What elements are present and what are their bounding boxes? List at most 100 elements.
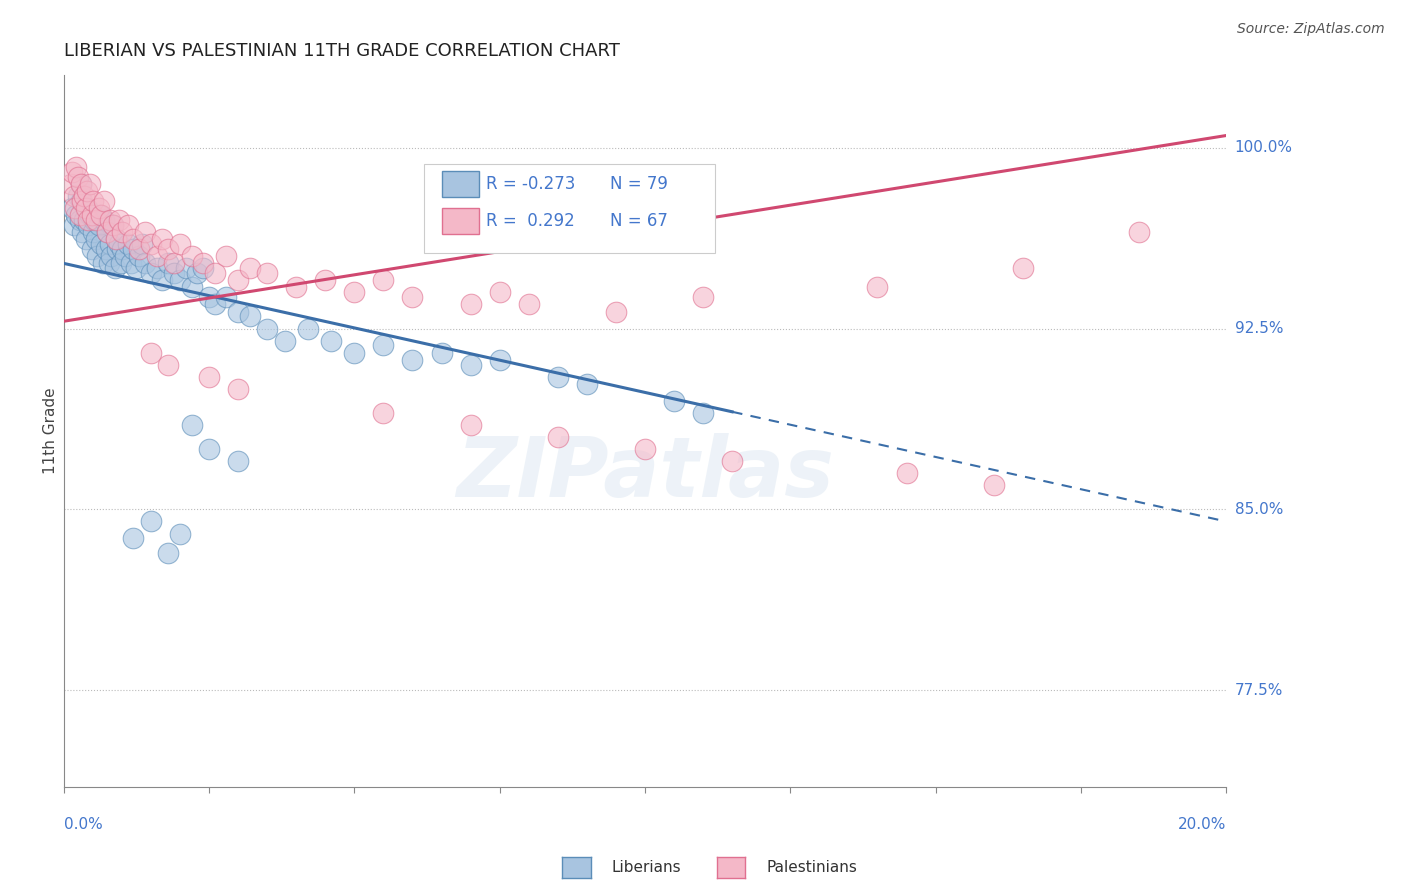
Point	[634, 442, 657, 456]
Point	[69, 213, 91, 227]
Point	[91, 256, 114, 270]
Point	[460, 358, 482, 372]
Point	[134, 256, 156, 270]
Point	[120, 256, 142, 270]
Point	[89, 208, 111, 222]
Point	[169, 237, 191, 252]
Point	[139, 345, 162, 359]
Point	[239, 310, 262, 324]
Point	[60, 164, 83, 178]
Point	[460, 417, 482, 432]
Point	[84, 232, 107, 246]
Point	[65, 201, 87, 215]
Point	[662, 393, 685, 408]
Point	[1011, 261, 1033, 276]
Point	[373, 406, 395, 420]
Point	[692, 290, 714, 304]
Point	[488, 285, 510, 300]
Point	[186, 266, 208, 280]
Point	[72, 225, 94, 239]
Point	[1128, 225, 1150, 239]
Point	[226, 454, 249, 468]
Point	[117, 237, 139, 252]
Text: Source: ZipAtlas.com: Source: ZipAtlas.com	[1237, 22, 1385, 37]
Point	[256, 266, 278, 280]
Point	[575, 376, 598, 391]
Point	[204, 297, 226, 311]
Point	[104, 261, 127, 276]
Text: N = 79: N = 79	[610, 175, 668, 193]
Y-axis label: 11th Grade: 11th Grade	[44, 388, 58, 475]
Point	[77, 213, 100, 227]
Point	[122, 232, 145, 246]
Point	[98, 237, 121, 252]
Point	[111, 242, 134, 256]
Point	[101, 218, 124, 232]
FancyBboxPatch shape	[441, 171, 478, 197]
Point	[96, 225, 118, 239]
Point	[75, 232, 97, 246]
Point	[69, 208, 91, 222]
Point	[157, 256, 180, 270]
Point	[145, 249, 167, 263]
Point	[65, 160, 87, 174]
Point	[163, 266, 186, 280]
Point	[256, 321, 278, 335]
Point	[83, 213, 105, 227]
Point	[180, 280, 202, 294]
Text: Palestinians: Palestinians	[766, 860, 858, 874]
Point	[93, 213, 115, 227]
Point	[215, 290, 238, 304]
Point	[169, 273, 191, 287]
Point	[401, 290, 423, 304]
Point	[226, 273, 249, 287]
Point	[76, 201, 98, 215]
Point	[314, 273, 336, 287]
Point	[198, 442, 221, 456]
Point	[86, 249, 108, 263]
Point	[517, 297, 540, 311]
Point	[273, 334, 295, 348]
Point	[226, 382, 249, 396]
Point	[70, 194, 93, 208]
Point	[122, 242, 145, 256]
Point	[343, 285, 366, 300]
Point	[128, 242, 150, 256]
Text: 92.5%: 92.5%	[1234, 321, 1284, 336]
Point	[63, 218, 86, 232]
Point	[226, 304, 249, 318]
Point	[72, 194, 94, 208]
Point	[866, 280, 889, 294]
Point	[125, 261, 148, 276]
Point	[87, 201, 110, 215]
Point	[721, 454, 744, 468]
Point	[139, 515, 162, 529]
Point	[605, 304, 627, 318]
Point	[198, 290, 221, 304]
Point	[297, 321, 319, 335]
Point	[108, 237, 131, 252]
Point	[157, 358, 180, 372]
Point	[692, 406, 714, 420]
Text: R = -0.273: R = -0.273	[485, 175, 575, 193]
Text: 0.0%: 0.0%	[63, 817, 103, 832]
Point	[134, 225, 156, 239]
Text: 100.0%: 100.0%	[1234, 140, 1292, 155]
Point	[98, 213, 121, 227]
Text: N = 67: N = 67	[610, 212, 668, 230]
Point	[145, 261, 167, 276]
Point	[131, 237, 153, 252]
Point	[180, 417, 202, 432]
Point	[163, 256, 186, 270]
Point	[70, 177, 93, 191]
Point	[82, 194, 104, 208]
Point	[122, 532, 145, 546]
Point	[983, 478, 1005, 492]
Point	[239, 261, 262, 276]
Point	[174, 261, 197, 276]
Point	[94, 242, 117, 256]
Point	[73, 213, 96, 227]
Point	[193, 261, 215, 276]
Point	[67, 189, 90, 203]
Text: ZIPatlas: ZIPatlas	[456, 434, 834, 514]
